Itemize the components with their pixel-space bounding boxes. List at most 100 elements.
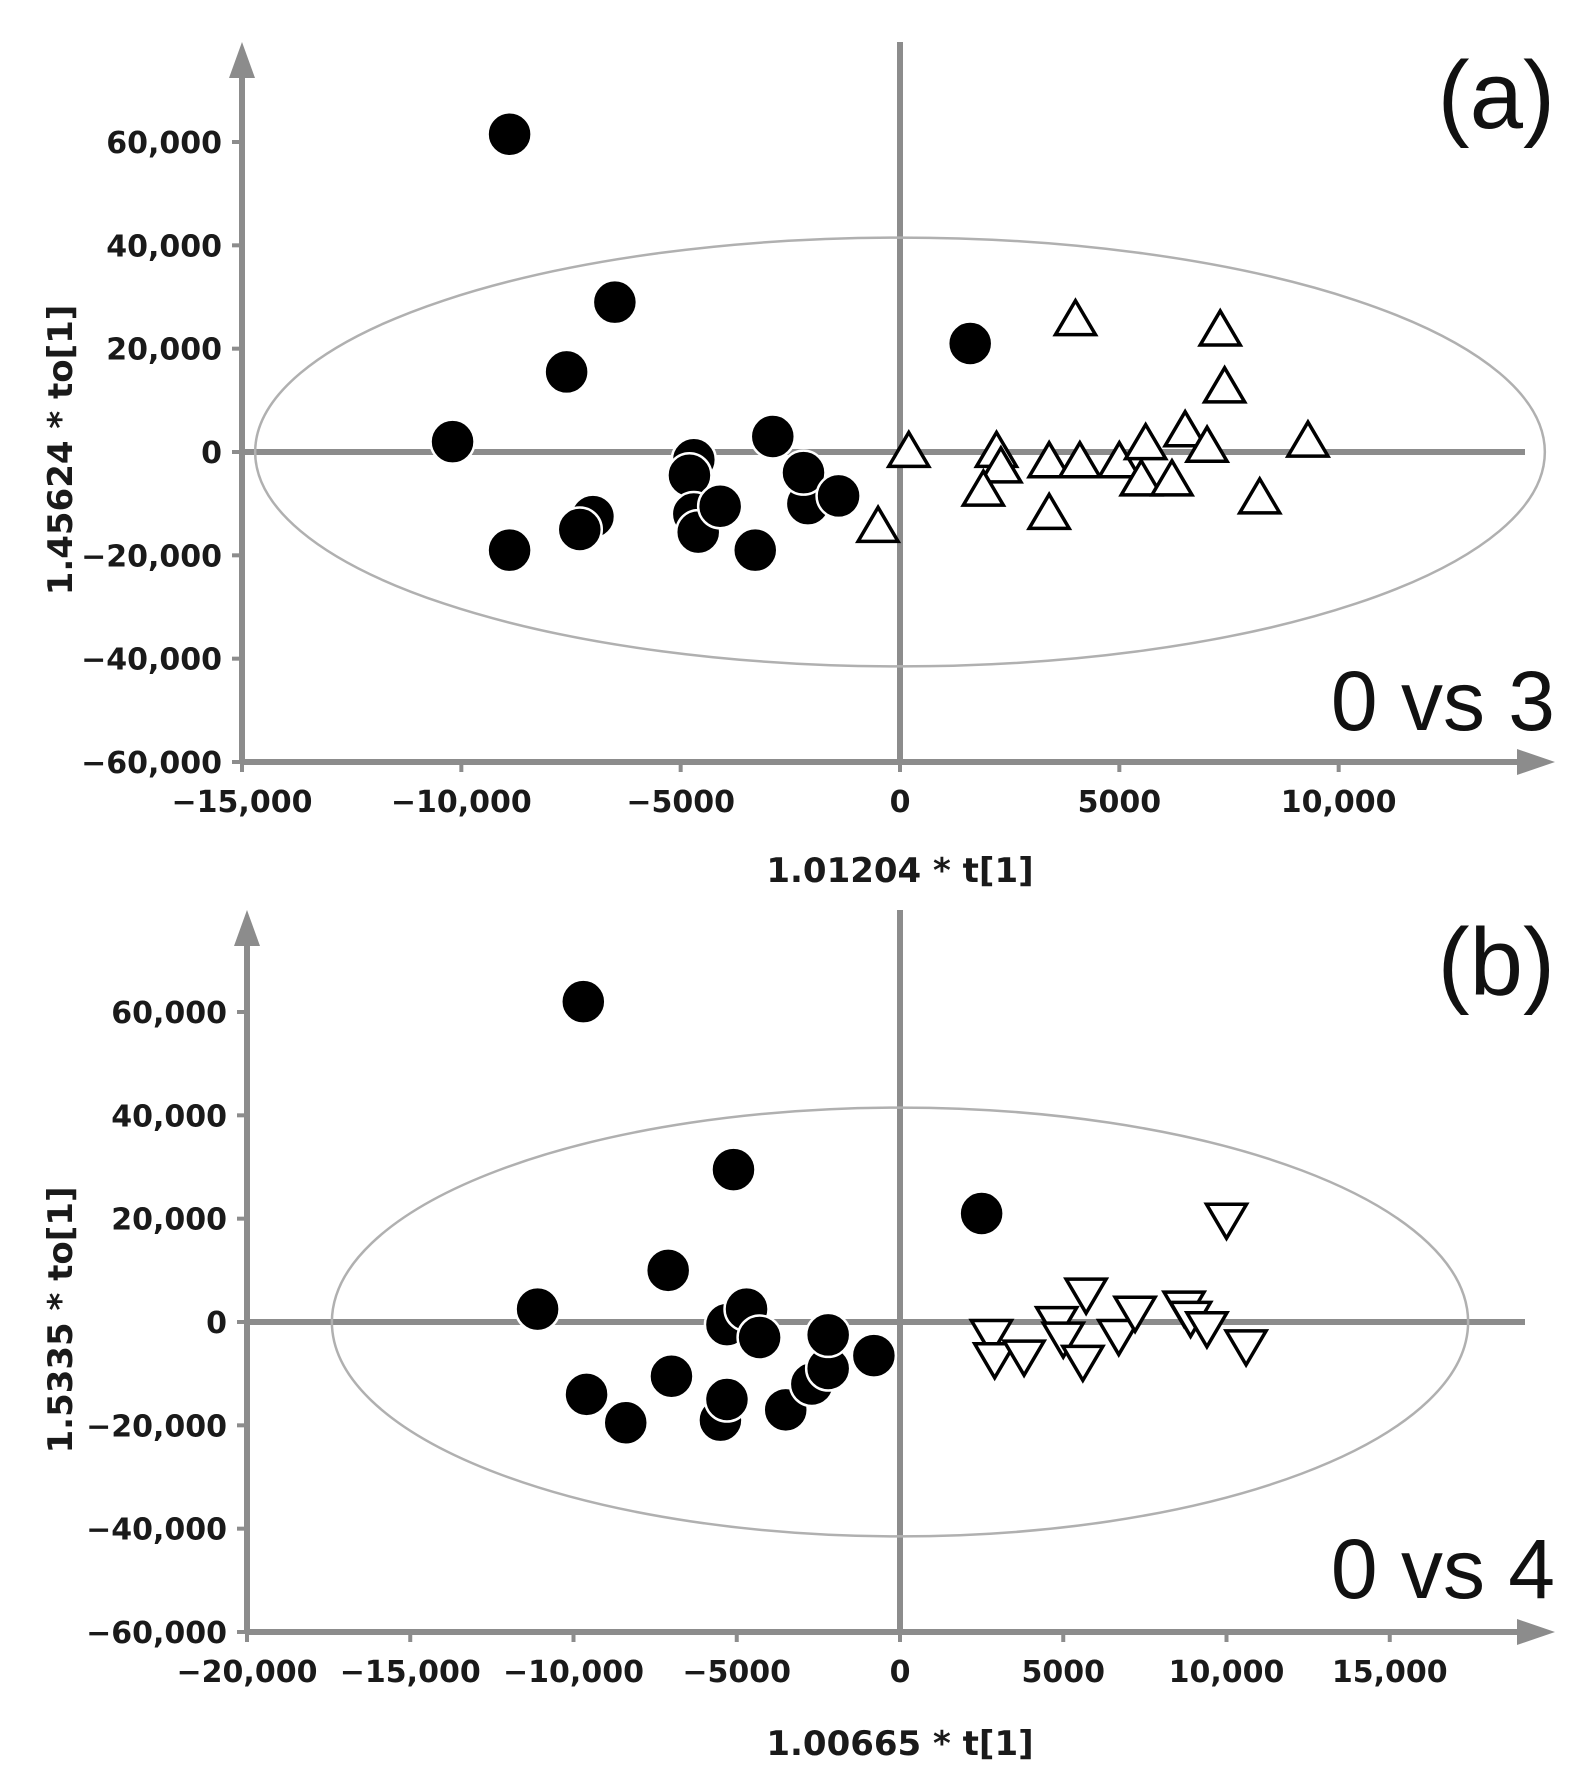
panel-a-y-tick-label: −60,000 bbox=[81, 746, 222, 781]
panel-a-point-group-0 bbox=[749, 413, 797, 460]
panel-a-x-axis-title: 1.01204 * t[1] bbox=[766, 851, 1033, 891]
panel-b-point-group-0 bbox=[703, 1376, 751, 1423]
panel-a-x-tick-label: −10,000 bbox=[391, 785, 532, 820]
panel-b-point-group-0 bbox=[514, 1285, 561, 1333]
panel-b-y-tick-label: −20,000 bbox=[86, 1409, 227, 1444]
panel-b: −20,000 −15,000 −10,000 −5000 0 5000 10,000 15,… bbox=[41, 909, 1555, 1764]
panel-b-point-group-0 bbox=[804, 1311, 852, 1359]
panel-b-point-group-4 bbox=[968, 1318, 1015, 1358]
panel-a-point-group-3 bbox=[1197, 307, 1244, 347]
panel-b-x-tick-label: −20,000 bbox=[177, 1655, 318, 1690]
panel-b-point-group-0 bbox=[644, 1247, 692, 1294]
panel-a-point-group-0 bbox=[591, 278, 639, 326]
panel-a-comparison-label: 0 vs 3 bbox=[1331, 654, 1555, 748]
panel-a-x-tick-label: 0 bbox=[890, 785, 911, 820]
panel-b-ellipse-layer bbox=[330, 1106, 1470, 1538]
panel-a-point-group-3 bbox=[1026, 439, 1073, 479]
panel-b-point-group-4 bbox=[1183, 1311, 1230, 1351]
panel-a-point-group-3 bbox=[977, 444, 1024, 484]
panel-a-x-tick-label: 10,000 bbox=[1281, 785, 1397, 820]
panel-a-y-tick-label: 40,000 bbox=[106, 229, 222, 264]
panel-a-point-group-3 bbox=[1118, 457, 1165, 497]
panel-a-x-tick-label: −15,000 bbox=[172, 785, 313, 820]
panel-b-confidence-ellipse bbox=[330, 1106, 1470, 1538]
panel-a-x-axis-arrow bbox=[1517, 749, 1555, 775]
panel-b-x-axis-arrow bbox=[1517, 1619, 1555, 1645]
panel-b-point-group-4 bbox=[1203, 1202, 1250, 1242]
panel-a-point-group-0 bbox=[780, 449, 827, 496]
panel-b-x-tick-label: 0 bbox=[890, 1655, 911, 1690]
panel-a-point-group-0 bbox=[486, 526, 533, 574]
panel-b-x-axis-title: 1.00665 * t[1] bbox=[766, 1724, 1033, 1764]
panel-a-point-group-3 bbox=[1201, 364, 1248, 404]
panel-b-point-group-4 bbox=[1112, 1295, 1159, 1335]
panel-b-point-group-4 bbox=[1223, 1329, 1270, 1369]
panel-b-y-axis-title: 1.5335 * to[1] bbox=[41, 1186, 81, 1453]
panel-b-y-tick-label: −60,000 bbox=[86, 1616, 227, 1651]
panel-a-point-group-0 bbox=[946, 320, 994, 367]
panel-a-y-tick-label: −20,000 bbox=[81, 539, 222, 574]
panel-a-y-tick-label: 60,000 bbox=[106, 126, 222, 161]
panel-b-point-group-0 bbox=[563, 1371, 610, 1418]
panel-a-y-axis-arrow bbox=[229, 42, 255, 78]
panel-b-point-group-4 bbox=[971, 1342, 1018, 1382]
panel-b-point-group-4 bbox=[1095, 1318, 1142, 1358]
panel-b-x-tick-label: −5000 bbox=[682, 1655, 791, 1690]
panel-b-point-group-0 bbox=[958, 1190, 1005, 1237]
panel-b-y-tick-label: −40,000 bbox=[86, 1513, 227, 1548]
panel-a-point-group-0 bbox=[543, 348, 590, 396]
panel-b-x-tick-label: −10,000 bbox=[503, 1655, 644, 1690]
panel-a-point-group-3 bbox=[1284, 418, 1332, 458]
panel-b-tick-labels: −20,000 −15,000 −10,000 −5000 0 5000 10,000 15,… bbox=[86, 996, 1448, 1690]
panel-a-point-group-3 bbox=[1162, 408, 1209, 448]
panel-b-point-group-0 bbox=[602, 1399, 649, 1446]
panel-a-point-group-3 bbox=[1026, 490, 1073, 531]
panel-a-point-group-3 bbox=[1052, 297, 1099, 337]
panel-a-y-tick-label: 0 bbox=[201, 436, 222, 471]
panel-b-point-group-0 bbox=[560, 978, 607, 1025]
panel-b-y-tick-label: 60,000 bbox=[111, 996, 227, 1031]
panel-a-point-group-0 bbox=[815, 472, 862, 520]
panel-b-label: (b) bbox=[1438, 909, 1555, 1016]
panel-a-point-group-3 bbox=[1184, 423, 1231, 463]
panel-a-tick-labels: −15,000 −10,000 −5000 0 5000 10,000 60,000 40,0… bbox=[81, 126, 1396, 820]
panel-a-y-tick-label: −40,000 bbox=[81, 643, 222, 678]
panel-a-point-group-0 bbox=[731, 526, 779, 574]
panel-b-y-tick-label: 40,000 bbox=[111, 1099, 227, 1134]
panel-b-y-tick-label: 0 bbox=[206, 1306, 227, 1341]
panel-b-point-group-4 bbox=[1040, 1321, 1087, 1361]
panel-a-ellipse-layer bbox=[253, 236, 1547, 668]
panel-a-x-tick-label: 5000 bbox=[1078, 785, 1162, 820]
panel-a-point-group-3 bbox=[1122, 421, 1169, 461]
panel-a-point-group-3 bbox=[855, 503, 902, 544]
panel-a-label: (a) bbox=[1438, 42, 1555, 149]
panel-b-point-group-0 bbox=[850, 1332, 898, 1379]
panel-a: −15,000 −10,000 −5000 0 5000 10,000 60,000 40,0… bbox=[41, 42, 1555, 891]
panel-b-x-tick-label: −15,000 bbox=[340, 1655, 481, 1690]
panel-a-point-group-3 bbox=[1236, 475, 1283, 515]
panel-a-point-group-3 bbox=[1056, 439, 1103, 479]
panel-a-x-tick-label: −5000 bbox=[626, 785, 735, 820]
panel-b-axes bbox=[234, 910, 1555, 1645]
panel-b-markers bbox=[514, 978, 1270, 1446]
panel-b-y-axis-arrow bbox=[234, 910, 260, 946]
panel-b-y-tick-label: 20,000 bbox=[111, 1203, 227, 1238]
panel-b-x-tick-label: 5000 bbox=[1022, 1655, 1106, 1690]
panel-a-point-group-3 bbox=[960, 467, 1007, 507]
panel-b-point-group-4 bbox=[1059, 1344, 1106, 1384]
panel-a-point-group-3 bbox=[885, 428, 932, 469]
panel-a-confidence-ellipse bbox=[253, 236, 1547, 668]
panel-a-markers bbox=[429, 111, 1332, 574]
panel-b-point-group-0 bbox=[710, 1146, 757, 1193]
panel-b-comparison-label: 0 vs 4 bbox=[1331, 1522, 1555, 1616]
panel-b-point-group-0 bbox=[736, 1314, 783, 1361]
panel-b-point-group-4 bbox=[1001, 1339, 1048, 1379]
panel-a-point-group-0 bbox=[556, 506, 604, 553]
panel-a-point-group-0 bbox=[486, 111, 533, 158]
panel-a-point-group-0 bbox=[429, 418, 476, 465]
panel-a-y-tick-label: 20,000 bbox=[106, 333, 222, 368]
panel-a-point-group-3 bbox=[1148, 457, 1196, 497]
